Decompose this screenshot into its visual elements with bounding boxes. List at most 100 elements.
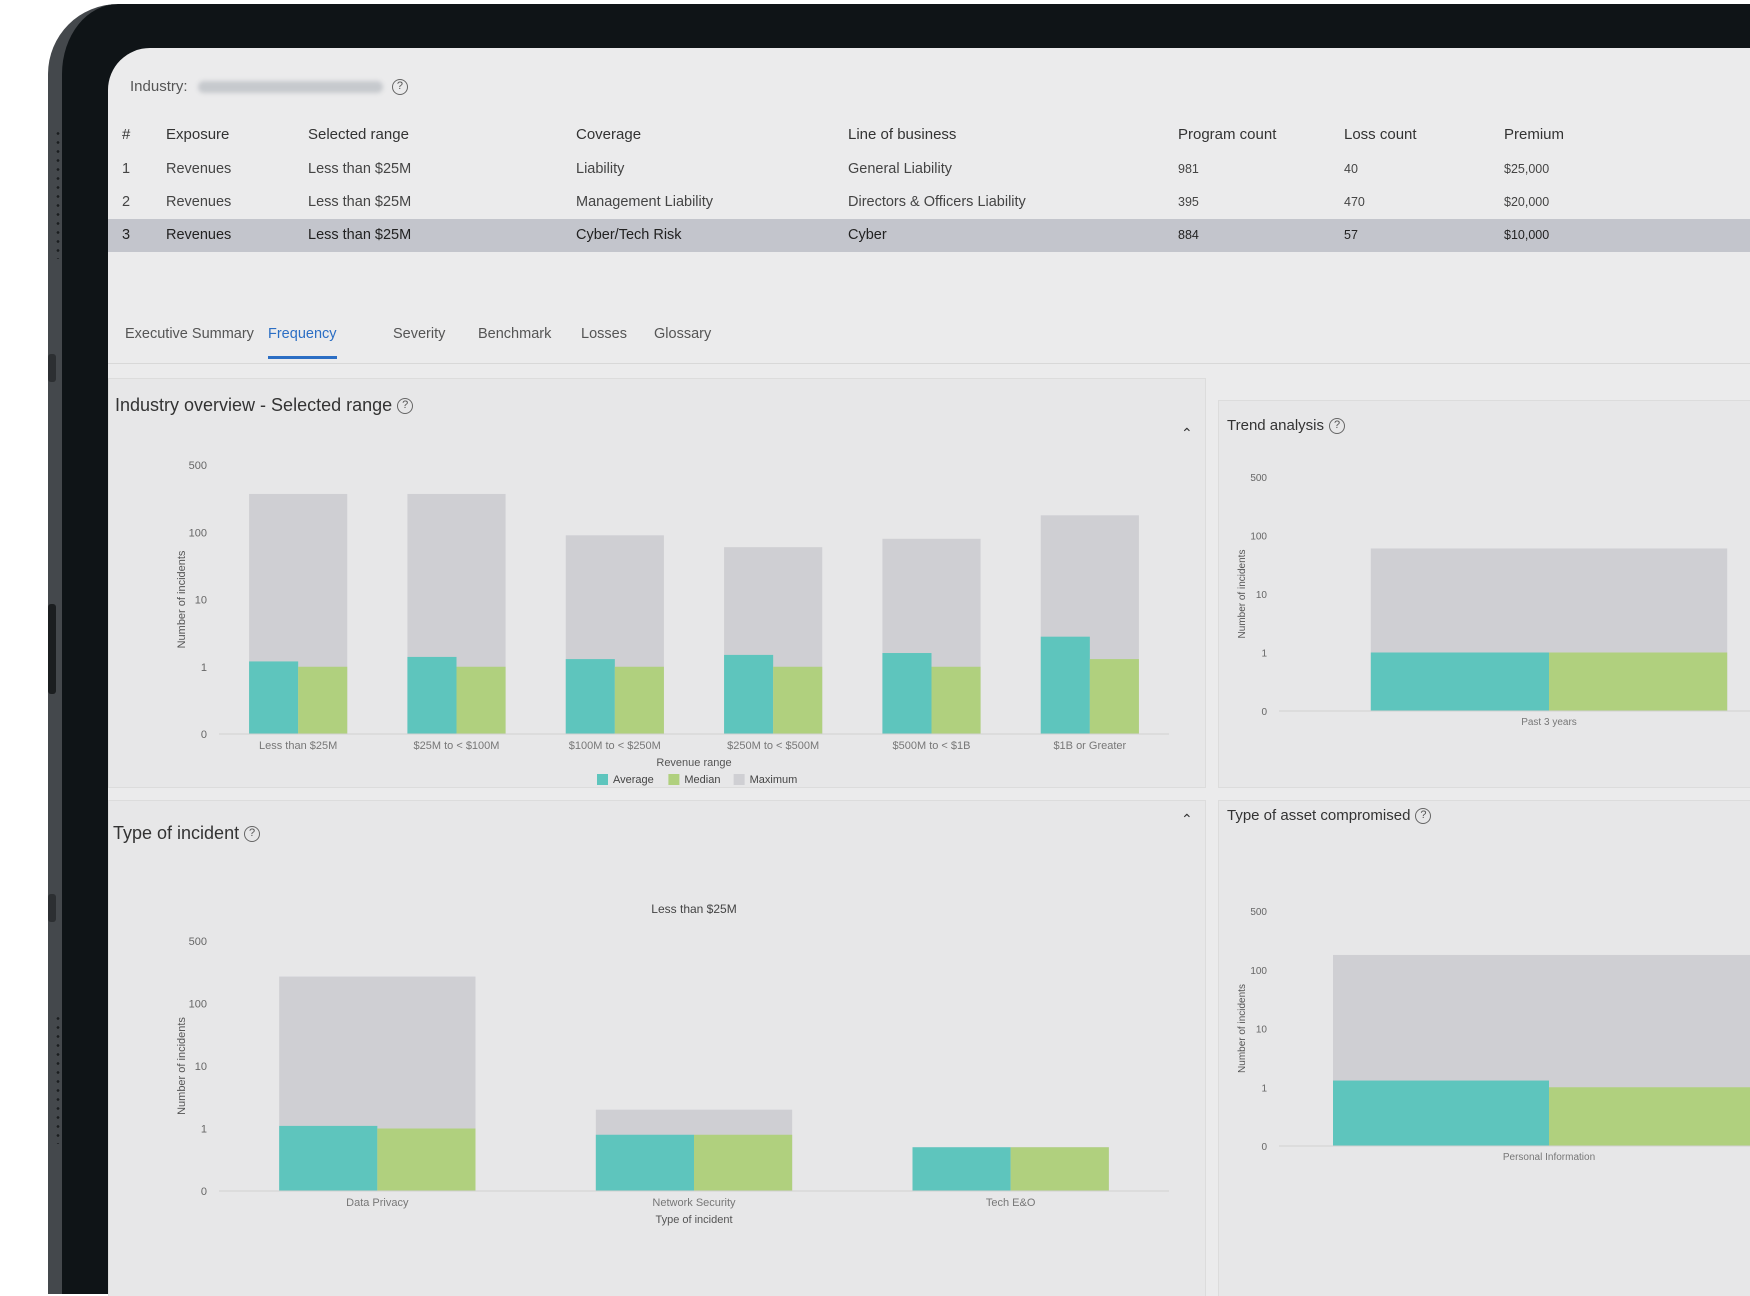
y-tick-label: 10 <box>1256 590 1268 601</box>
table-cell: 1 <box>122 161 131 177</box>
table-cell: Directors & Officers Liability <box>848 194 1026 210</box>
table-cell: Revenues <box>152 219 294 252</box>
type-of-incident-chart: 0 1 10 100 500 Number of incidents Data Privac… <box>176 902 1169 1226</box>
y-tick-label: 0 <box>201 1186 207 1198</box>
tab-executive-summary[interactable]: Executive Summary <box>125 326 254 342</box>
table-cell: Cyber/Tech Risk <box>562 219 834 252</box>
tab-losses[interactable]: Losses <box>581 326 627 342</box>
y-axis-label: Number of incidents <box>1237 984 1248 1073</box>
x-tick-label: Data Privacy <box>346 1197 409 1209</box>
x-axis-label: Type of incident <box>655 1214 732 1226</box>
y-axis-label: Number of incidents <box>176 550 188 648</box>
column-header: Exposure <box>166 126 230 143</box>
y-axis-label: Number of incidents <box>176 1017 188 1115</box>
tab-severity[interactable]: Severity <box>393 326 446 342</box>
table-cell: 470 <box>1344 195 1365 209</box>
table-cell: 3 <box>108 219 152 252</box>
column-header: Program count <box>1178 126 1277 143</box>
x-axis-label: Revenue range <box>656 757 731 769</box>
industry-overview-card: Industry overview - Selected range? ⌃ 0 1… <box>108 378 1206 788</box>
tab-benchmark[interactable]: Benchmark <box>478 326 552 342</box>
table-cell: 884 <box>1164 219 1330 252</box>
table-row[interactable]: 2 Revenues Less than $25M Management Liabil… <box>108 186 1750 219</box>
tab-glossary[interactable]: Glossary <box>654 326 712 342</box>
bar-median <box>614 666 664 734</box>
tab-frequency[interactable]: Frequency <box>268 326 337 359</box>
legend-swatch <box>668 774 680 785</box>
legend-swatch <box>597 774 608 785</box>
table-cell: 2 <box>122 194 131 210</box>
table-cell: Liability <box>576 161 625 177</box>
info-icon[interactable]: ? <box>244 826 261 843</box>
chevron-up-icon[interactable]: ⌃ <box>1181 811 1193 827</box>
y-tick-label: 10 <box>195 1061 207 1073</box>
y-tick-label: 1 <box>1261 1083 1267 1094</box>
legend-swatch <box>733 774 745 785</box>
table-row[interactable]: 3 Revenues Less than $25M Cyber/Tech Risk Cy… <box>108 219 1750 252</box>
y-tick-label: 500 <box>189 460 207 472</box>
table-cell: Cyber <box>834 219 1164 252</box>
y-tick-label: 500 <box>1250 473 1267 484</box>
table-cell: $10,000 <box>1490 219 1750 252</box>
card-title-wrap: Type of asset compromised? <box>1227 807 1432 825</box>
y-tick-label: 0 <box>1261 1142 1267 1153</box>
info-icon[interactable]: ? <box>391 79 408 96</box>
card-title-wrap: Trend analysis? <box>1227 417 1345 435</box>
info-icon[interactable]: ? <box>397 398 414 415</box>
x-tick-label: $1B or Greater <box>1053 740 1126 752</box>
table-cell: 395 <box>1178 195 1199 209</box>
legend-label: Average <box>613 774 654 786</box>
card-title: Industry overview - Selected range <box>115 395 393 415</box>
trend-analysis-chart: 0 1 10 100 500 Number of incidents Past 3 year… <box>1237 473 1750 728</box>
table-cell: Less than $25M <box>308 161 412 177</box>
bar-average <box>912 1147 1011 1191</box>
bar-median <box>456 666 506 734</box>
y-axis-label: Number of incidents <box>1237 550 1248 639</box>
bar-average <box>249 661 299 734</box>
column-header: # <box>122 126 131 143</box>
bar-median <box>298 666 348 734</box>
x-tick-label: $25M to < $100M <box>414 740 500 752</box>
chart-subtitle: Less than $25M <box>651 902 736 916</box>
y-tick-label: 100 <box>189 999 207 1011</box>
trend-analysis-card: Trend analysis? 0 1 10 100 500 Number of inci… <box>1218 400 1750 788</box>
table-cell: Less than $25M <box>294 219 562 252</box>
y-tick-label: 1 <box>201 1124 207 1136</box>
bar-average <box>595 1134 694 1191</box>
industry-overview-chart: 0 1 10 100 500 Number of incidents Less than $… <box>176 460 1169 786</box>
bar-median <box>694 1134 793 1191</box>
program-table: # Exposure Selected range Coverage Line … <box>108 114 1750 252</box>
y-tick-label: 500 <box>1250 907 1267 918</box>
table-cell: 40 <box>1344 162 1358 176</box>
column-header: Premium <box>1504 126 1565 143</box>
x-tick-label: $250M to < $500M <box>727 740 819 752</box>
app-screen: Industry: ? # Exposure Selected range Co… <box>108 48 1750 1296</box>
table-row[interactable]: 1 Revenues Less than $25M Liability General … <box>108 153 1750 186</box>
y-tick-label: 10 <box>195 595 207 607</box>
x-tick-label: $500M to < $1B <box>893 740 971 752</box>
tab-bar: Executive Summary Frequency Severity Ben… <box>108 316 1750 364</box>
x-tick-label: Network Security <box>652 1197 736 1209</box>
x-tick-label: Past 3 years <box>1521 717 1577 728</box>
asset-compromised-chart: 0 1 10 100 500 Number of incidents Personal In… <box>1237 907 1750 1163</box>
info-icon[interactable]: ? <box>1329 418 1345 435</box>
x-tick-label: Less than $25M <box>259 740 337 752</box>
chevron-up-icon[interactable]: ⌃ <box>1181 425 1193 441</box>
bar-average <box>407 656 457 734</box>
bar-median <box>1549 652 1728 711</box>
legend-label: Maximum <box>750 774 798 786</box>
column-header: Coverage <box>576 126 642 143</box>
card-title-wrap: Type of incident? <box>113 823 261 844</box>
y-tick-label: 100 <box>189 527 207 539</box>
legend-label: Median <box>684 774 720 786</box>
bar-median <box>1010 1147 1109 1191</box>
table-cell: Management Liability <box>576 194 714 210</box>
side-button <box>48 354 56 382</box>
y-tick-label: 100 <box>1250 532 1267 543</box>
bar-average <box>1040 636 1090 734</box>
info-icon[interactable]: ? <box>1415 808 1432 825</box>
bar-average <box>724 654 774 734</box>
column-header: Loss count <box>1344 126 1417 143</box>
y-tick-label: 500 <box>189 936 207 948</box>
table-cell: $25,000 <box>1504 162 1550 176</box>
